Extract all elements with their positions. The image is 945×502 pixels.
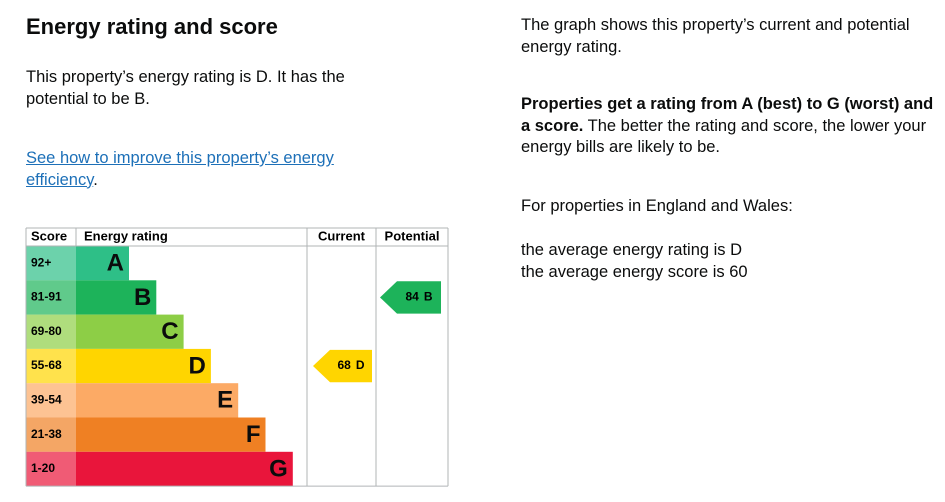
score-range: 1-20: [31, 461, 55, 475]
rating-bar: [76, 314, 184, 349]
region-note: For properties in England and Wales:: [521, 197, 793, 215]
score-range: 55-68: [31, 358, 62, 372]
graph-note: The graph shows this property’s current …: [521, 16, 910, 56]
score-range: 39-54: [31, 393, 62, 407]
intro: This property’s energy rating is D. It h…: [26, 68, 345, 108]
score-cell: [26, 417, 76, 452]
link-line: See how to improve this property’s energ…: [26, 148, 376, 191]
current-label: 68 D: [337, 358, 364, 372]
score-range: 92+: [31, 255, 51, 269]
score-cell: [26, 348, 76, 384]
rating-letter: C: [161, 318, 178, 345]
potential-arrow: [380, 281, 441, 314]
link-punct: .: [93, 170, 98, 189]
header-current: Current: [318, 228, 366, 243]
score-cell: [26, 246, 76, 281]
rating-bar: [76, 348, 211, 384]
potential-score: 84: [405, 290, 419, 304]
header-rating: Energy rating: [84, 228, 168, 243]
improve-link[interactable]: See how to improve this property’s energ…: [26, 149, 334, 189]
score-range: 69-80: [31, 324, 62, 338]
potential-letter: B: [424, 290, 433, 304]
current-score: 68: [337, 358, 351, 372]
current-letter: D: [356, 358, 365, 372]
rating-bar: [76, 280, 157, 315]
rating-letter: G: [269, 455, 288, 482]
rating-note-bold: Properties get a rating from A (best) to…: [521, 95, 934, 135]
score-cell: [26, 451, 76, 487]
score-range: 21-38: [31, 427, 62, 441]
rating-note-rest: The better the rating and score, the low…: [521, 116, 927, 157]
rating-letter: A: [107, 249, 124, 276]
rating-bar: [76, 417, 266, 452]
score-range: 81-91: [31, 290, 62, 304]
rating-bar: [76, 246, 129, 281]
rating-letter: F: [246, 421, 261, 448]
average-rating: the average energy rating is D: [521, 241, 743, 259]
rating-letter: B: [134, 284, 151, 311]
average-score: the average energy score is 60: [521, 263, 748, 281]
score-cell: [26, 280, 76, 315]
score-cell: [26, 383, 76, 418]
rating-bar: [76, 383, 239, 418]
potential-label: 84 B: [405, 290, 432, 304]
heading: Energy rating and score: [26, 14, 278, 39]
rating-note: Properties get a rating from A (best) to…: [521, 94, 945, 159]
rating-letter: D: [189, 352, 206, 379]
rating-letter: E: [217, 387, 233, 414]
header-potential: Potential: [385, 228, 440, 243]
rating-bar: [76, 451, 293, 487]
current-arrow: [313, 349, 372, 383]
score-cell: [26, 314, 76, 349]
header-score: Score: [31, 228, 67, 243]
